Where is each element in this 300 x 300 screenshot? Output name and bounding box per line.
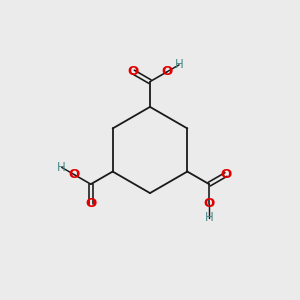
Text: O: O xyxy=(220,168,232,181)
Text: O: O xyxy=(161,65,172,79)
Text: O: O xyxy=(85,197,96,210)
Text: H: H xyxy=(205,211,214,224)
Text: O: O xyxy=(68,168,80,181)
Text: H: H xyxy=(57,161,66,174)
Text: H: H xyxy=(175,58,184,71)
Text: O: O xyxy=(128,65,139,79)
Text: O: O xyxy=(204,197,215,210)
